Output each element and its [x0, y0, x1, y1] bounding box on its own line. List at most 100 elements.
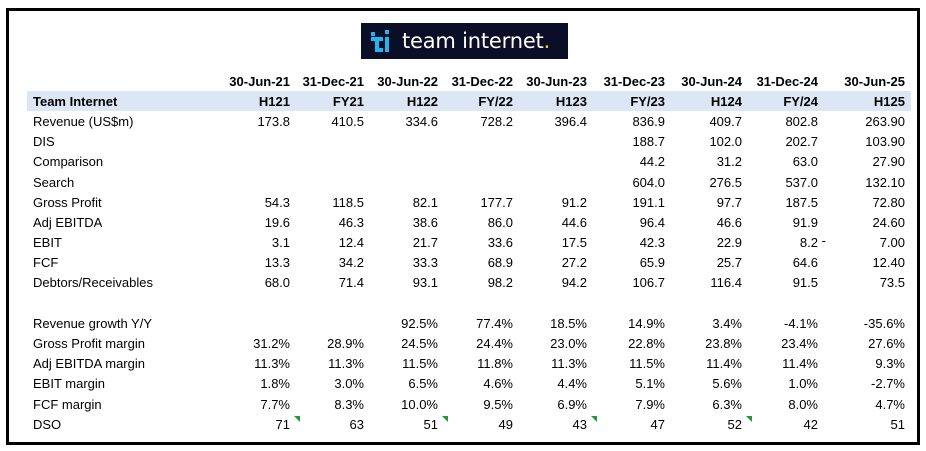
- cell: 11.4%: [706, 356, 742, 372]
- team-internet-logo: team internet.: [361, 23, 568, 59]
- cell: 31-Dec-22: [451, 73, 513, 89]
- cell: 97.7: [716, 194, 742, 210]
- cell: 82.1: [412, 194, 438, 210]
- cell: H124: [671, 91, 748, 112]
- error-indicator-icon: [294, 416, 300, 423]
- cell: 6.3%: [712, 396, 742, 412]
- cell: 73.5: [879, 275, 905, 291]
- row-label: [27, 71, 222, 91]
- cell: 118.5: [332, 194, 364, 210]
- cell: 202.7: [785, 134, 818, 150]
- cell: 31-Dec-23: [603, 73, 665, 89]
- ratio-row: EBIT margin 1.8% 3.0% 6.5% 4.6% 4.4% 5.1% 5.6% 1…: [27, 374, 911, 394]
- cell: -4.1%: [784, 315, 818, 331]
- cell: H125: [824, 91, 911, 112]
- cell: 28.9%: [327, 336, 364, 352]
- cell: 173.8: [257, 113, 290, 129]
- cell: 71: [222, 414, 300, 434]
- cell: 68.0: [264, 275, 290, 291]
- cell: 836.9: [632, 113, 665, 129]
- cell: FY/23: [593, 91, 671, 112]
- cell: 6.5%: [408, 376, 438, 392]
- cell: [370, 152, 444, 172]
- cell: [222, 132, 296, 152]
- ratio-row: Adj EBITDA margin 11.3% 11.3% 11.5% 11.8% 11.…: [27, 354, 911, 374]
- row-label: Gross Profit: [33, 194, 102, 210]
- cell: 22.8%: [628, 336, 665, 352]
- cell: [370, 172, 444, 192]
- cell: 71.4: [338, 275, 364, 291]
- cell: 91.5: [792, 275, 818, 291]
- cell: 86.0: [487, 214, 513, 230]
- date-row: 30-Jun-21 31-Dec-21 30-Jun-22 31-Dec-22 30-J…: [27, 71, 911, 91]
- data-row: Revenue (US$m) 173.8 410.5 334.6 728.2 396.4 8…: [27, 111, 911, 131]
- row-label: EBIT margin: [33, 376, 106, 392]
- cell: [296, 313, 370, 333]
- cell: 11.5%: [402, 356, 438, 372]
- cell: 63.0: [792, 154, 818, 170]
- row-label: Adj EBITDA margin: [33, 356, 145, 372]
- ratio-row: FCF margin 7.7% 8.3% 10.0% 9.5% 6.9% 7.9% 6.3% 8…: [27, 394, 911, 414]
- cell: H122: [370, 91, 444, 112]
- cell: 51: [370, 414, 448, 434]
- data-row: EBIT 3.1 12.4 21.7 33.6 17.5 42.3 22.9 8.2- 7.00: [27, 233, 911, 253]
- cell: [370, 132, 444, 152]
- cell: FY21: [296, 91, 370, 112]
- cell: 42.3: [639, 235, 665, 251]
- cell: 98.2: [487, 275, 513, 291]
- cell: 103.90: [865, 134, 905, 150]
- cell: 409.7: [709, 113, 742, 129]
- cell: 42: [803, 416, 818, 432]
- row-label: Adj EBITDA: [33, 214, 103, 230]
- cell: 102.0: [709, 134, 742, 150]
- cell: 47: [650, 416, 665, 432]
- row-label: DSO: [33, 416, 62, 432]
- cell: 7.7%: [260, 396, 290, 412]
- cell: 187.5: [785, 194, 818, 210]
- row-label: Revenue growth Y/Y: [33, 315, 152, 331]
- cell: 8.0%: [788, 396, 818, 412]
- row-label: Revenue (US$m): [33, 113, 134, 129]
- row-label: FCF: [33, 255, 59, 271]
- cell: 3.1: [271, 235, 290, 251]
- cell: 7.9%: [635, 396, 665, 412]
- cell: 537.0: [785, 174, 818, 190]
- cell: 23.4%: [781, 336, 818, 352]
- cell: [296, 172, 370, 192]
- cell: [519, 172, 593, 192]
- data-row: Debtors/Receivables 68.0 71.4 93.1 98.2 94.2 1…: [27, 273, 911, 293]
- cell: [222, 152, 296, 172]
- cell: 11.3%: [328, 356, 364, 372]
- cell: 65.9: [639, 255, 665, 271]
- cell: H121: [222, 91, 296, 112]
- cell: 334.6: [405, 113, 438, 129]
- cell: FY/22: [444, 91, 519, 112]
- cell: 12.4: [338, 235, 364, 251]
- cell: H123: [519, 91, 593, 112]
- cell: 72.80: [872, 194, 905, 210]
- error-indicator-icon: [591, 416, 597, 423]
- cell: 92.5%: [401, 315, 438, 331]
- error-indicator-icon: [442, 416, 448, 423]
- cell: 4.4%: [557, 376, 587, 392]
- row-label: Debtors/Receivables: [33, 275, 153, 291]
- row-label: Gross Profit margin: [33, 336, 145, 352]
- row-label: Search: [33, 174, 75, 190]
- ratio-row: Gross Profit margin 31.2% 28.9% 24.5% 24.4% 2…: [27, 333, 911, 353]
- logo-text: team internet.: [402, 29, 551, 53]
- cell: 263.90: [865, 113, 905, 129]
- cell: 30-Jun-21: [229, 73, 290, 89]
- cell: 116.4: [710, 275, 742, 291]
- ratio-row: Revenue growth Y/Y 92.5% 77.4% 18.5% 14.9% 3.…: [27, 313, 911, 333]
- cell: 38.6: [412, 214, 438, 230]
- cell: 77.4%: [476, 315, 513, 331]
- row-label: Team Internet: [27, 91, 222, 112]
- cell: [222, 172, 296, 192]
- cell: 132.10: [865, 174, 905, 190]
- cell: 68.9: [487, 255, 513, 271]
- cell: 24.60: [872, 214, 905, 230]
- cell: 27.6%: [868, 336, 905, 352]
- cell: 93.1: [412, 275, 438, 291]
- financial-table: 30-Jun-21 31-Dec-21 30-Jun-22 31-Dec-22 30-J…: [27, 71, 911, 434]
- cell: 43: [519, 414, 597, 434]
